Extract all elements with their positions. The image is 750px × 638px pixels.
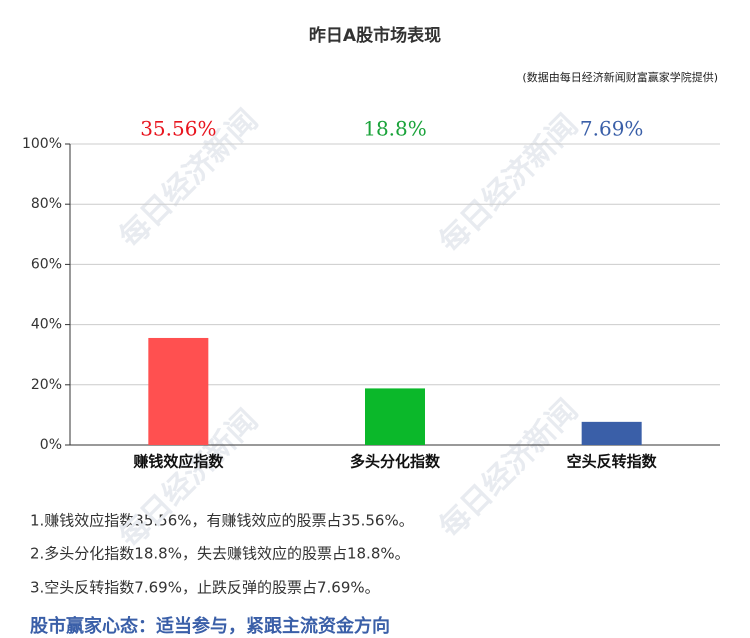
watermark: 每日经济新闻: [433, 108, 585, 260]
y-tick-label: 60%: [31, 256, 62, 272]
bar: [365, 388, 425, 445]
note: 2.多头分化指数18.8%，失去赚钱效应的股票占18.8%。: [30, 545, 410, 563]
bar: [581, 421, 642, 445]
note: 3.空头反转指数7.69%，止跌反弹的股票占7.69%。: [30, 579, 380, 597]
chart-subtitle: (数据由每日经济新闻财富赢家学院提供): [522, 70, 718, 84]
x-tick-label: 赚钱效应指数: [132, 453, 224, 471]
x-tick-label: 空头反转指数: [567, 453, 658, 471]
y-tick-label: 0%: [40, 437, 62, 453]
value-label: 18.8%: [363, 117, 427, 141]
y-tick-label: 100%: [22, 136, 62, 152]
note: 1.赚钱效应指数35.56%，有赚钱效应的股票占35.56%。: [30, 512, 414, 530]
y-tick-label: 20%: [31, 377, 62, 393]
y-tick-label: 80%: [31, 196, 62, 212]
footer: 股市赢家心态：适当参与，紧跟主流资金方向: [29, 615, 390, 637]
watermark: 每日经济新闻: [433, 393, 585, 545]
chart-title: 昨日A股市场表现: [309, 25, 441, 46]
x-tick-label: 多头分化指数: [350, 453, 441, 471]
bar: [148, 337, 209, 445]
value-label: 35.56%: [140, 117, 216, 141]
value-label: 7.69%: [580, 117, 644, 141]
y-tick-label: 40%: [31, 317, 62, 333]
